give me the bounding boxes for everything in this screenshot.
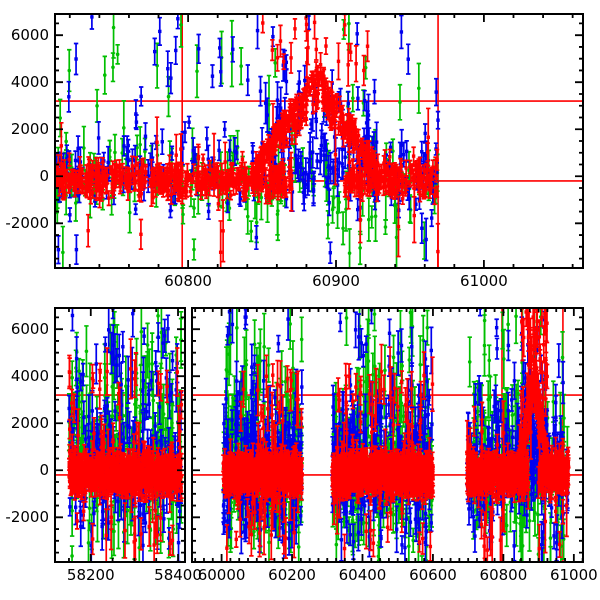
x-tick-label: 61000 <box>460 272 508 290</box>
x-tick-label: 60200 <box>268 566 316 584</box>
x-tick-label: 60900 <box>312 272 360 290</box>
y-tick-label: 6000 <box>10 26 49 45</box>
y-tick-label: -2000 <box>5 214 49 233</box>
x-tick-label: 60600 <box>409 566 457 584</box>
y-tick-label: 6000 <box>10 320 49 339</box>
y-tick-label: 2000 <box>10 414 49 433</box>
x-tick-label: 61000 <box>549 566 598 584</box>
y-tick-label: 4000 <box>10 367 49 386</box>
x-tick-label: 60400 <box>338 566 387 584</box>
x-tick-label: 60800 <box>479 566 528 584</box>
x-tick-label: 60000 <box>197 566 246 584</box>
x-tick-label: 58400 <box>154 566 202 584</box>
y-tick-label: -2000 <box>5 508 49 527</box>
x-tick-label: 60800 <box>164 272 212 290</box>
y-tick-label: 0 <box>39 167 49 186</box>
x-tick-label: 58200 <box>66 566 115 584</box>
y-tick-label: 0 <box>39 461 49 480</box>
y-tick-label: 4000 <box>10 73 49 92</box>
y-tick-label: 2000 <box>10 120 49 139</box>
